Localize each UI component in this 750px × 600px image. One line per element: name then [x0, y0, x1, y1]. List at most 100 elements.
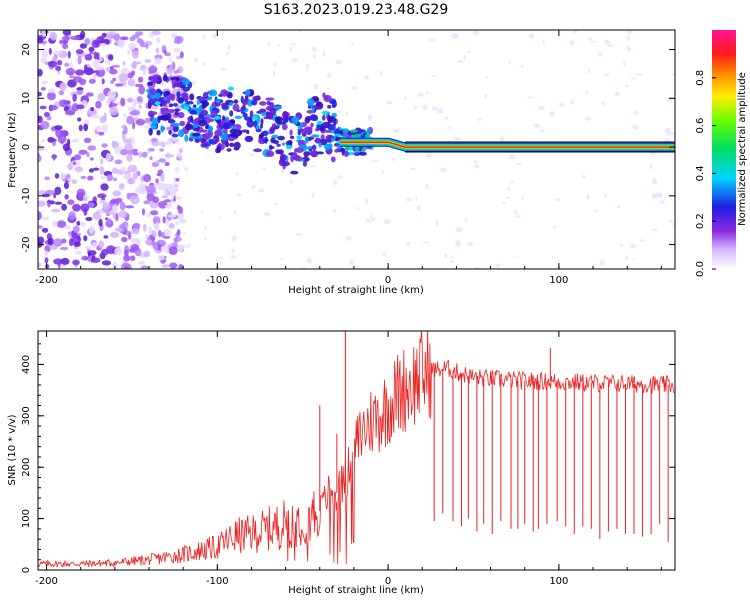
spectrogram-cell [59, 39, 63, 45]
spectrogram-cell [125, 205, 135, 209]
spectrogram-cell [331, 100, 337, 108]
spectrogram-cell [162, 216, 166, 224]
spectrogram-cell [259, 101, 267, 106]
spectrogram-cell [156, 129, 161, 136]
spectrogram-cell [457, 59, 464, 64]
spectrogram-cell [300, 266, 306, 269]
spectrogram-cell [635, 73, 643, 76]
spectrogram-cell [365, 198, 369, 204]
spectrogram-cell [132, 122, 136, 130]
spectrogram-cell [229, 142, 235, 147]
spectrogram-cell [649, 163, 653, 170]
spectrogram-cell [313, 54, 316, 58]
spectrogram-cell [135, 118, 146, 126]
spectrogram-cell [83, 123, 89, 132]
spectrogram-cell [588, 69, 591, 74]
snr-y-tick-label: 100 [21, 509, 32, 528]
spectrogram-cell [79, 43, 88, 49]
spectrogram-cell [175, 221, 180, 226]
spectrogram-cell [306, 258, 313, 264]
spectrogram-cell [109, 106, 119, 116]
spectrogram-cell [431, 106, 438, 111]
spectrogram-cell [630, 77, 638, 80]
spectrogram-cell [175, 196, 182, 201]
spectrogram-cell [161, 114, 170, 121]
spectrogram-cell [322, 50, 326, 57]
spectrogram-cell [155, 159, 160, 165]
spectrogram-cell [437, 108, 443, 114]
spectrogram-cell [38, 225, 43, 229]
spectrogram-cell [123, 266, 129, 269]
spectrogram-cell [235, 171, 239, 176]
spectrogram-cell [155, 178, 159, 184]
spectrogram-cell [220, 89, 229, 97]
spectrogram-cell [178, 129, 185, 138]
spectrogram-cell [334, 148, 340, 153]
spectrogram-cell [251, 99, 258, 106]
spectrogram-cell [115, 197, 123, 204]
spectrogram-cell [105, 152, 112, 161]
spectrogram-cell [127, 78, 136, 87]
spectrogram-cell [50, 138, 57, 142]
spectrogram-cell [157, 230, 162, 237]
spectrogram-cell [259, 108, 267, 113]
spectrogram-cell [413, 105, 418, 110]
spectrogram-cell [86, 152, 90, 158]
spectrogram-cell [302, 160, 307, 167]
snr-x-tick-label: 100 [549, 576, 568, 587]
spectrogram-cell [148, 111, 158, 116]
spectrogram-cell [126, 153, 133, 162]
spectrogram-cell [71, 179, 77, 184]
spectrogram-cell [559, 102, 564, 107]
spectrogram-cell [44, 250, 49, 256]
spectrogram-cell [350, 129, 358, 133]
spectrogram-cell [435, 220, 440, 226]
spectrogram-cell [69, 75, 76, 79]
spectrogram-cell [281, 142, 286, 146]
snr-frame [37, 330, 676, 571]
spectrogram-cell [182, 232, 188, 235]
spectrogram-cell [322, 121, 331, 129]
spectrogram-cell [334, 133, 342, 137]
spectrogram-cell [76, 188, 86, 198]
spectrogram-cell [323, 94, 332, 103]
spectrogram-cell [122, 36, 129, 41]
spectrogram-cell [127, 164, 138, 173]
spectrogram-cell [174, 166, 180, 173]
spectrogram-cell [180, 97, 185, 103]
spectrogram-cell [297, 130, 301, 135]
spectrogram-cell [47, 60, 58, 68]
spectrogram-cell [184, 123, 194, 131]
spectrogram-cell [131, 227, 140, 235]
snr-x-axis-label: Height of straight line (km) [288, 585, 424, 596]
spectrogram-cell [604, 192, 607, 198]
spectrogram-cell [44, 257, 49, 264]
spectrogram-cell [624, 255, 629, 261]
spectrogram-cell [236, 109, 241, 113]
spectrogram-cell [463, 54, 467, 61]
spectrogram-cell [174, 111, 179, 116]
spectrogram-cell [513, 255, 517, 258]
spectrogram-cell [120, 97, 126, 107]
spectrogram-cell [52, 220, 58, 228]
spectrogram-cell [250, 154, 254, 156]
spectrogram-cell [193, 57, 198, 63]
spectrogram-cell [41, 227, 49, 233]
spectrogram-cell [160, 173, 165, 182]
spectrogram-cell [652, 195, 656, 199]
spectrogram-cell [43, 111, 51, 118]
spectrogram-cell [569, 39, 575, 46]
spectrogram-cell [262, 167, 267, 170]
spectrogram-cell [455, 240, 461, 247]
colorbar-tick-label: 0.0 [695, 261, 706, 277]
spectrogram-cell [78, 124, 83, 132]
colorbar-tick-label: 0.6 [695, 118, 706, 134]
spectrogram-cell [247, 99, 253, 107]
spectrogram-cell [528, 33, 535, 39]
spectrogram-cell [150, 122, 158, 130]
spectrogram-cell [44, 176, 50, 181]
spectrogram-cell [290, 170, 299, 175]
spectrogram-cell [113, 177, 117, 182]
spectrogram-cell [431, 74, 437, 77]
